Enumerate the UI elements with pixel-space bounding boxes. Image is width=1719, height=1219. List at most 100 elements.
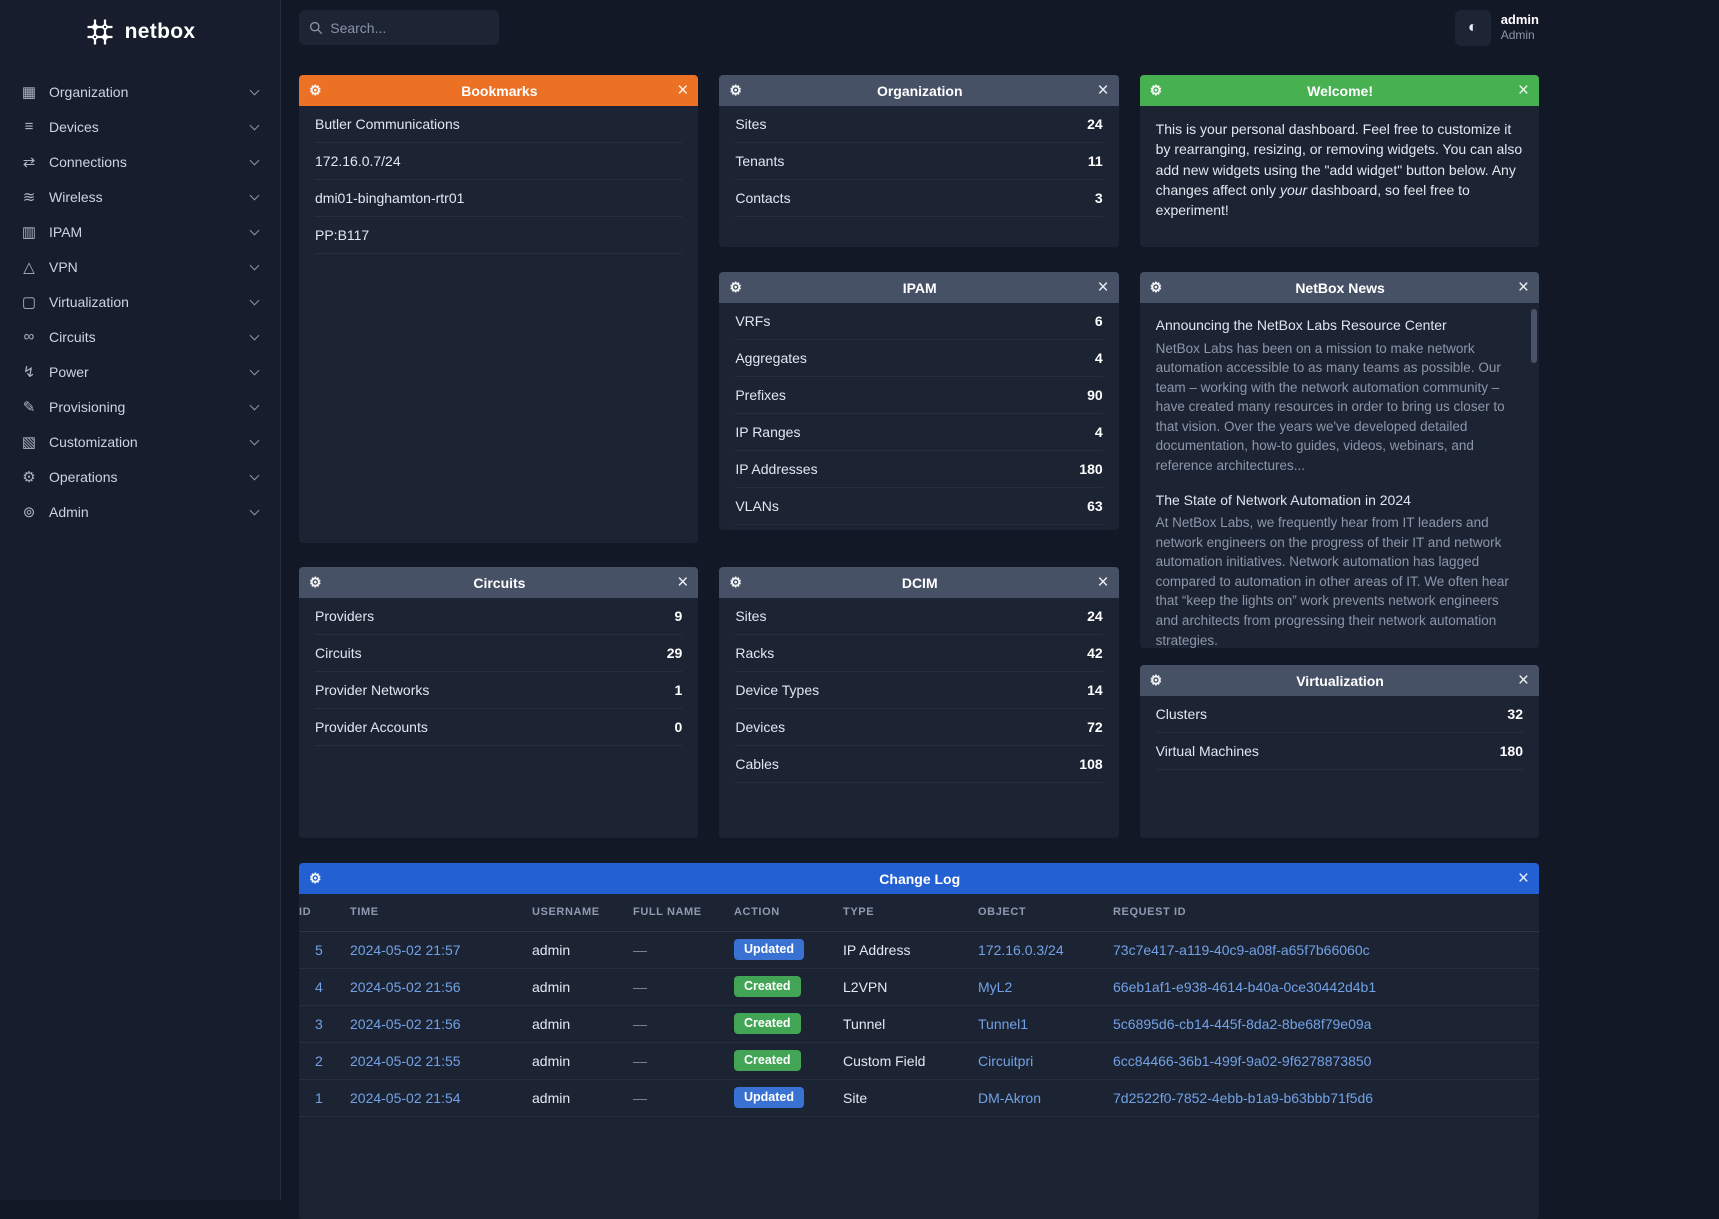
gear-icon[interactable]: ⚙	[1150, 82, 1163, 99]
stat-value[interactable]: 1	[675, 682, 683, 698]
sidebar-item[interactable]: ▥ IPAM	[0, 214, 280, 249]
sidebar-item[interactable]: ⇄ Connections	[0, 144, 280, 179]
changelog-time-link[interactable]: 2024-05-02 21:56	[350, 979, 461, 995]
changelog-request-id-link[interactable]: 7d2522f0-7852-4ebb-b1a9-b63bbb71f5d6	[1113, 1090, 1373, 1106]
bookmark-item[interactable]: dmi01-binghamton-rtr01	[315, 180, 682, 217]
widget-organization: ⚙ Organization × Sites 24	[719, 75, 1118, 247]
changelog-request-id-link[interactable]: 5c6895d6-cb14-445f-8da2-8be68f79e09a	[1113, 1016, 1371, 1032]
chevron-down-icon	[250, 470, 260, 480]
close-icon[interactable]: ×	[1518, 869, 1529, 888]
bookmark-item[interactable]: Butler Communications	[315, 106, 682, 143]
stat-value[interactable]: 29	[667, 645, 683, 661]
stat-value[interactable]: 42	[1087, 645, 1103, 661]
sidebar-item[interactable]: ≡ Devices	[0, 109, 280, 144]
changelog-id-link[interactable]: 2	[315, 1053, 323, 1069]
stat-value[interactable]: 9	[675, 608, 683, 624]
gear-icon[interactable]: ⚙	[1150, 279, 1163, 296]
stat-value[interactable]: 11	[1088, 153, 1103, 169]
sidebar-item[interactable]: ≋ Wireless	[0, 179, 280, 214]
changelog-object-link[interactable]: Circuitpri	[978, 1053, 1033, 1069]
changelog-object-link[interactable]: Tunnel1	[978, 1016, 1028, 1032]
stat-value[interactable]: 6	[1095, 313, 1103, 329]
stat-value[interactable]: 14	[1087, 682, 1103, 698]
stat-value[interactable]: 4	[1095, 424, 1103, 440]
sidebar-item[interactable]: ↯ Power	[0, 354, 280, 389]
changelog-request-id-link[interactable]: 73c7e417-a119-40c9-a08f-a65f7b66060c	[1113, 942, 1370, 958]
bookmark-item[interactable]: 172.16.0.7/24	[315, 143, 682, 180]
stat-value[interactable]: 3	[1095, 190, 1103, 206]
sidebar-nav: ▦ Organization ≡ Devices ⇄ Connections ≋…	[0, 74, 280, 529]
stat-row: Virtual Machines 180	[1156, 733, 1523, 770]
stat-value[interactable]: 0	[675, 719, 683, 735]
gear-icon[interactable]: ⚙	[729, 574, 742, 591]
stat-value[interactable]: 32	[1507, 706, 1523, 722]
news-headline[interactable]: Announcing the NetBox Labs Resource Cent…	[1156, 316, 1523, 336]
stat-value[interactable]: 108	[1079, 756, 1102, 772]
changelog-object-link[interactable]: DM-Akron	[978, 1090, 1041, 1106]
news-headline[interactable]: The State of Network Automation in 2024	[1156, 491, 1523, 511]
stat-value[interactable]: 180	[1500, 743, 1523, 759]
changelog-id-link[interactable]: 1	[315, 1090, 323, 1106]
changelog-type: IP Address	[843, 931, 978, 968]
changelog-request-id-link[interactable]: 66eb1af1-e938-4614-b40a-0ce30442d4b1	[1113, 979, 1376, 995]
chevron-down-icon	[250, 260, 260, 270]
changelog-id-link[interactable]: 4	[315, 979, 323, 995]
sidebar-item-icon: △	[17, 258, 41, 276]
stat-value[interactable]: 24	[1087, 116, 1103, 132]
bookmark-item[interactable]: PP:B117	[315, 217, 682, 254]
changelog-id-link[interactable]: 3	[315, 1016, 323, 1032]
gear-icon[interactable]: ⚙	[309, 870, 322, 887]
sidebar-item[interactable]: △ VPN	[0, 249, 280, 284]
sidebar-item[interactable]: ⚙ Operations	[0, 459, 280, 494]
stat-value[interactable]: 90	[1087, 387, 1103, 403]
gear-icon[interactable]: ⚙	[1150, 672, 1163, 689]
ipam-stats: VRFs 6 Aggregates 4 Prefixes	[719, 303, 1118, 525]
user-menu[interactable]: admin Admin	[1501, 12, 1539, 43]
changelog-object-link[interactable]: 172.16.0.3/24	[978, 942, 1064, 958]
gear-icon[interactable]: ⚙	[309, 82, 322, 99]
close-icon[interactable]: ×	[1518, 671, 1529, 690]
scrollbar-thumb[interactable]	[1531, 309, 1537, 363]
changelog-object-link[interactable]: MyL2	[978, 979, 1012, 995]
changelog-time-link[interactable]: 2024-05-02 21:57	[350, 942, 461, 958]
chevron-down-icon	[250, 295, 260, 305]
stat-row: Cables 108	[735, 746, 1102, 783]
changelog-header-row: ID TIME USERNAME FULL NAME ACTION TYPE	[299, 894, 1539, 931]
changelog-time-link[interactable]: 2024-05-02 21:54	[350, 1090, 461, 1106]
close-icon[interactable]: ×	[1098, 573, 1109, 592]
gear-icon[interactable]: ⚙	[309, 574, 322, 591]
stat-value[interactable]: 180	[1079, 461, 1102, 477]
sidebar-item[interactable]: ∞ Circuits	[0, 319, 280, 354]
changelog-request-id-link[interactable]: 6cc84466-36b1-499f-9a02-9f6278873850	[1113, 1053, 1371, 1069]
netbox-logo[interactable]: netbox	[0, 4, 280, 60]
sidebar-item[interactable]: ▧ Customization	[0, 424, 280, 459]
stat-value[interactable]: 24	[1087, 608, 1103, 624]
widget-dcim: ⚙ DCIM × Sites 24	[719, 567, 1118, 838]
close-icon[interactable]: ×	[677, 573, 688, 592]
sidebar-item[interactable]: ✎ Provisioning	[0, 389, 280, 424]
close-icon[interactable]: ×	[1518, 278, 1529, 297]
stat-value[interactable]: 4	[1095, 350, 1103, 366]
search-input[interactable]	[330, 20, 489, 36]
close-icon[interactable]: ×	[677, 81, 688, 100]
bookmarks-list: Butler Communications 172.16.0.7/24 dmi0…	[299, 106, 698, 254]
stat-row: VLANs 63	[735, 488, 1102, 525]
sidebar-item[interactable]: ▦ Organization	[0, 74, 280, 109]
close-icon[interactable]: ×	[1098, 278, 1109, 297]
close-icon[interactable]: ×	[1098, 81, 1109, 100]
stat-label: Prefixes	[735, 387, 786, 403]
stat-row: Racks 42	[735, 635, 1102, 672]
gear-icon[interactable]: ⚙	[729, 279, 742, 296]
search-box	[299, 10, 499, 45]
theme-toggle-button[interactable]: ◐	[1455, 10, 1491, 46]
changelog-time-link[interactable]: 2024-05-02 21:56	[350, 1016, 461, 1032]
stat-value[interactable]: 63	[1087, 498, 1103, 514]
widget-title: Virtualization	[1162, 673, 1518, 689]
sidebar-item[interactable]: ⊚ Admin	[0, 494, 280, 529]
gear-icon[interactable]: ⚙	[729, 82, 742, 99]
close-icon[interactable]: ×	[1518, 81, 1529, 100]
changelog-id-link[interactable]: 5	[315, 942, 323, 958]
stat-value[interactable]: 72	[1087, 719, 1103, 735]
sidebar-item[interactable]: ▢ Virtualization	[0, 284, 280, 319]
changelog-time-link[interactable]: 2024-05-02 21:55	[350, 1053, 461, 1069]
